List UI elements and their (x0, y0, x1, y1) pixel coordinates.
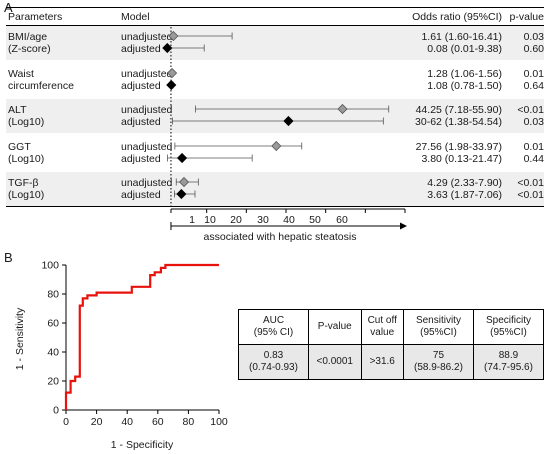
model-label: unadjusted (121, 68, 173, 80)
roc-table-value-cell: <0.0001 (308, 344, 362, 380)
adjusted-marker (176, 188, 187, 200)
odds-ratio-value: 1.28 (1.06-1.56) (427, 68, 502, 80)
roc-table-value-cell: >31.6 (360, 344, 404, 380)
param-waist-line2: circumference (8, 80, 74, 92)
roc-y-tick-label: 100 (41, 260, 59, 272)
header-bottom-border (6, 25, 544, 26)
model-label: unadjusted (121, 177, 173, 189)
adjusted-marker (166, 79, 177, 91)
roc-y-tick-label: 20 (47, 376, 59, 388)
odds-ratio-value: 1.08 (0.78-1.50) (427, 80, 502, 92)
roc-x-tick-label: 0 (63, 416, 69, 428)
roc-stats-table: AUC (95% CI) P-value Cut off value Sensiti… (238, 309, 545, 380)
param-alt-line1: ALT (8, 104, 27, 116)
roc-curve (64, 263, 219, 410)
roc-x-tick-label: 80 (183, 416, 195, 428)
adjusted-marker (177, 152, 188, 164)
forest-x-tick-label: 20 (230, 214, 242, 226)
odds-ratio-value: 44.25 (7.18-55.90) (415, 104, 502, 116)
roc-y-tick-label: 0 (53, 405, 59, 417)
roc-x-axis-label: 1 - Specificity (110, 439, 174, 451)
odds-ratio-value: 3.63 (1.87-7.06) (427, 189, 502, 201)
model-label: adjusted (121, 116, 161, 128)
p-value: <0.01 (517, 104, 544, 116)
model-label: adjusted (121, 189, 161, 201)
param-bmi-line2: (Z-score) (8, 43, 51, 55)
param-ggt-line2: (Log10) (8, 153, 45, 165)
forest-x-tick-label: 50 (309, 214, 321, 226)
p-value: 0.64 (523, 80, 544, 92)
adjusted-marker (283, 115, 294, 127)
model-label: unadjusted (121, 31, 173, 43)
roc-table-header-cell: Specificity (95%CI) (472, 309, 545, 345)
p-value: 0.60 (523, 43, 544, 55)
roc-table-header-cell: P-value (308, 309, 362, 345)
param-bmi-line1: BMI/age (8, 31, 48, 43)
model-label: adjusted (121, 80, 161, 92)
unadjusted-marker (167, 67, 178, 79)
roc-table-value-cell: 88.9 (74.7-95.6) (472, 344, 545, 380)
param-alt-line2: (Log10) (8, 116, 45, 128)
forest-x-tick-label: 30 (257, 214, 269, 226)
p-value: 0.01 (523, 141, 544, 153)
unadjusted-marker (271, 140, 282, 152)
odds-ratio-value: 3.80 (0.13-21.47) (421, 153, 502, 165)
odds-ratio-value: 30-62 (1.38-54.54) (415, 116, 502, 128)
panel-b-letter: B (4, 250, 13, 265)
group-band-bmi (6, 26, 544, 60)
unadjusted-marker (337, 103, 348, 115)
roc-x-tick-label: 40 (121, 416, 133, 428)
header-p-value: p-value (509, 11, 544, 23)
adjusted-marker (162, 42, 173, 54)
roc-x-tick-label: 20 (91, 416, 103, 428)
roc-table-header-cell: Sensitivity (95%CI) (402, 309, 474, 345)
direction-arrow-head (400, 222, 407, 230)
param-waist-line1: Waist (8, 68, 34, 80)
header-model: Model (121, 11, 150, 23)
roc-y-tick-label: 80 (47, 289, 59, 301)
forest-x-tick-label: 10 (204, 214, 216, 226)
p-value: 0.01 (523, 68, 544, 80)
roc-y-tick-label: 60 (47, 318, 59, 330)
roc-table-value-cell: 75 (58.9-86.2) (402, 344, 474, 380)
model-label: unadjusted (121, 104, 173, 116)
forest-x-tick-label: 40 (283, 214, 295, 226)
model-label: unadjusted (121, 141, 173, 153)
roc-table-header-row: AUC (95% CI) P-value Cut off value Sensiti… (238, 309, 545, 345)
unadjusted-marker (168, 30, 179, 42)
odds-ratio-value: 1.61 (1.60-16.41) (421, 31, 502, 43)
roc-x-tick-label: 100 (210, 416, 228, 428)
p-value: <0.01 (517, 177, 544, 189)
forest-x-tick-label: 60 (336, 214, 348, 226)
odds-ratio-value: 4.29 (2.33-7.90) (427, 177, 502, 189)
roc-table-value-cell: 0.83 (0.74-0.93) (238, 344, 309, 380)
roc-table-header-cell: AUC (95% CI) (238, 309, 309, 345)
forest-x-tick-label: 1 (189, 214, 195, 226)
roc-x-tick-label: 60 (152, 416, 164, 428)
roc-table-value-row: 0.83 (0.74-0.93) <0.0001 >31.6 75 (58.9-86… (238, 344, 545, 380)
param-tgf-line1: TGF-β (8, 177, 39, 189)
group-band-alt (6, 99, 544, 133)
p-value: 0.03 (523, 116, 544, 128)
model-label: adjusted (121, 43, 161, 55)
param-ggt-line1: GGT (8, 141, 31, 153)
p-value: 0.44 (523, 153, 544, 165)
roc-y-tick-label: 40 (47, 347, 59, 359)
table-bottom-border (6, 206, 544, 207)
forest-x-caption: associated with hepatic steatosis (203, 231, 357, 243)
odds-ratio-value: 27.56 (1.98-33.97) (415, 141, 502, 153)
group-band-tgf (6, 172, 544, 206)
header-parameters: Parameters (8, 11, 63, 23)
header-odds-ratio: Odds ratio (95%CI) (412, 11, 502, 23)
header-top-border (6, 7, 544, 8)
unadjusted-marker (178, 176, 190, 188)
roc-table-header-cell: Cut off value (360, 309, 404, 345)
model-label: adjusted (121, 153, 161, 165)
p-value: 0.03 (523, 31, 544, 43)
odds-ratio-value: 0.08 (0.01-9.38) (427, 43, 502, 55)
p-value: <0.01 (517, 189, 544, 201)
param-tgf-line2: (Log10) (8, 189, 45, 201)
